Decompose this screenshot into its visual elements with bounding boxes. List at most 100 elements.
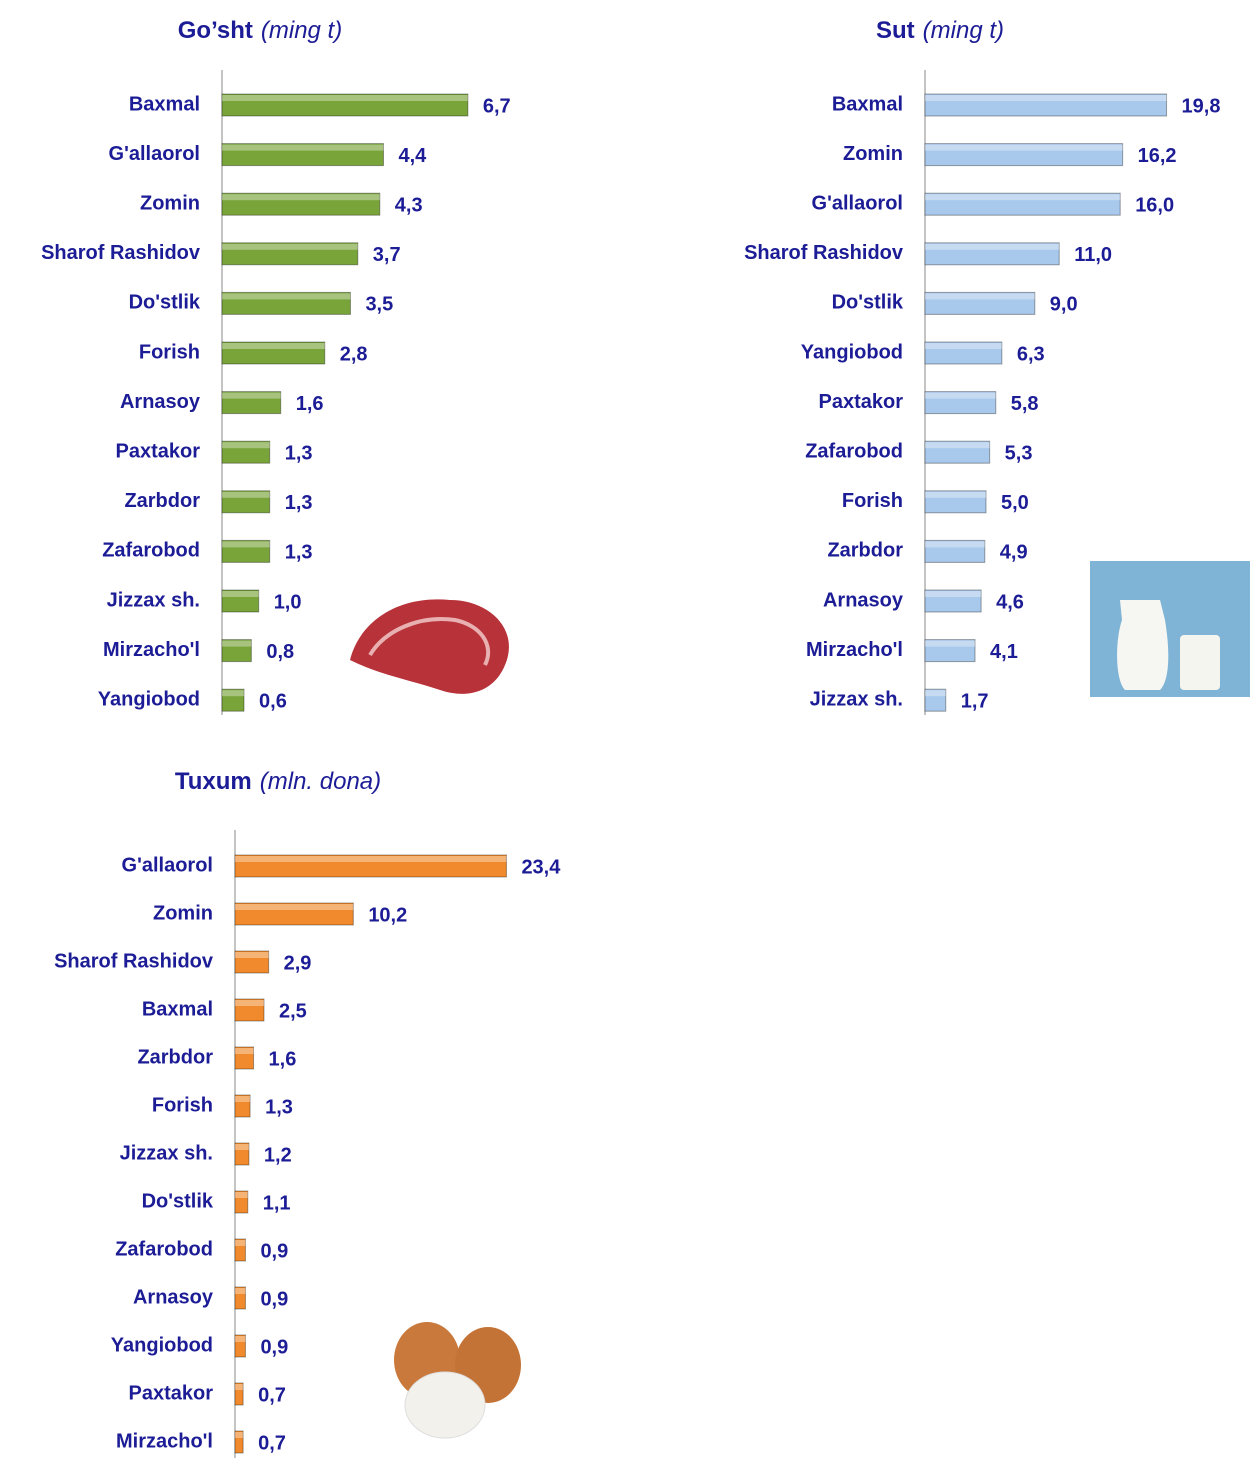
value-label: 2,8: [340, 343, 368, 365]
bar: [924, 539, 986, 563]
bar: [234, 1190, 249, 1214]
bar: [221, 192, 381, 216]
category-label: Zomin: [140, 192, 200, 214]
bar-highlight: [235, 904, 354, 910]
category-label: Zafarobod: [805, 440, 903, 462]
value-label: 9,0: [1050, 294, 1078, 316]
bar-highlight: [222, 541, 270, 548]
category-label: Sharof Rashidov: [41, 242, 201, 264]
category-label: Yangiobod: [98, 688, 200, 710]
value-label: 4,3: [395, 194, 423, 216]
category-label: Arnasoy: [120, 391, 201, 413]
value-label: 23,4: [521, 856, 561, 878]
title-unit: (mln. dona): [260, 768, 381, 795]
bar-highlight: [925, 243, 1060, 250]
bar: [924, 291, 1036, 315]
bar-highlight: [235, 856, 507, 862]
category-label: Baxmal: [832, 93, 903, 115]
category-label: Forish: [842, 490, 903, 512]
bar: [924, 242, 1060, 266]
bar: [234, 1142, 250, 1166]
value-label: 1,0: [274, 591, 302, 613]
value-label: 16,0: [1135, 194, 1174, 216]
bar: [924, 490, 987, 514]
bar: [221, 490, 271, 514]
category-label: Paxtakor: [819, 391, 904, 413]
title-unit: (ming t): [923, 17, 1004, 44]
category-label: Do'stlik: [129, 292, 201, 314]
bar-highlight: [925, 392, 996, 399]
category-label: Zomin: [843, 143, 903, 165]
bar: [924, 440, 991, 464]
value-label: 2,5: [279, 1000, 307, 1022]
category-label: Paxtakor: [129, 1382, 214, 1404]
bar-highlight: [925, 343, 1002, 349]
chart: Tuxum (mln. dona) G'allaorol 23,4 Zomin 10,2 S…: [54, 768, 561, 1458]
bar: [221, 93, 469, 117]
category-label: Do'stlik: [142, 1190, 214, 1212]
category-label: Zarbdor: [137, 1046, 213, 1068]
category-label: G'allaorol: [109, 143, 200, 165]
title-unit: (ming t): [261, 17, 342, 44]
value-label: 0,9: [260, 1288, 288, 1310]
bar-highlight: [235, 1240, 246, 1246]
value-label: 1,3: [285, 542, 313, 564]
bar-highlight: [235, 952, 269, 958]
bar-highlight: [925, 591, 982, 597]
value-label: 0,6: [259, 690, 287, 712]
bar-highlight: [925, 491, 986, 498]
bar: [234, 1286, 246, 1310]
bar: [221, 688, 245, 712]
bar-highlight: [222, 144, 384, 151]
value-label: 19,8: [1182, 95, 1221, 117]
bar-highlight: [235, 1048, 254, 1054]
bar-highlight: [222, 690, 245, 697]
chart-title: Go’sht (ming t): [178, 17, 342, 44]
category-label: Yangiobod: [801, 341, 903, 363]
bar-highlight: [925, 293, 1035, 300]
bar-highlight: [222, 293, 351, 300]
category-label: Mirzacho'l: [103, 639, 200, 661]
bar: [924, 688, 947, 712]
bar-highlight: [925, 442, 990, 449]
bar-highlight: [925, 640, 976, 647]
bar-highlight: [925, 541, 985, 548]
value-label: 0,9: [260, 1336, 288, 1358]
bar: [234, 1094, 251, 1118]
chart-title: Tuxum (mln. dona): [175, 768, 381, 795]
category-label: Mirzacho'l: [806, 639, 903, 661]
bar-highlight: [235, 1384, 244, 1390]
bar: [234, 854, 507, 878]
bar-highlight: [925, 194, 1121, 201]
value-label: 16,2: [1138, 145, 1177, 167]
bar: [221, 639, 252, 663]
chart: Go’sht (ming t) Baxmal 6,7 G'allaorol 4,4 Zomi…: [41, 17, 511, 715]
bar: [234, 950, 270, 974]
value-label: 0,7: [258, 1432, 286, 1454]
bar: [221, 391, 282, 415]
bar: [234, 1238, 246, 1262]
bar: [924, 639, 976, 663]
bar-highlight: [222, 491, 270, 498]
bar: [221, 143, 384, 167]
bar: [924, 589, 982, 613]
bar: [221, 341, 326, 365]
value-label: 5,0: [1001, 492, 1029, 514]
bar-highlight: [222, 640, 252, 647]
bar-highlight: [235, 1096, 251, 1102]
value-label: 1,3: [285, 492, 313, 514]
bar: [221, 242, 359, 266]
bar: [234, 1382, 244, 1406]
value-label: 6,3: [1017, 343, 1045, 365]
category-label: Zafarobod: [115, 1238, 213, 1260]
bar-highlight: [235, 1000, 264, 1006]
category-label: Jizzax sh.: [120, 1142, 213, 1164]
bar: [234, 998, 265, 1022]
category-label: Do'stlik: [832, 292, 904, 314]
value-label: 5,3: [1005, 442, 1033, 464]
value-label: 1,1: [263, 1192, 291, 1214]
bar: [924, 192, 1121, 216]
category-label: Zarbdor: [124, 490, 200, 512]
chart-title: Sut (ming t): [876, 17, 1004, 44]
bar: [221, 539, 271, 563]
